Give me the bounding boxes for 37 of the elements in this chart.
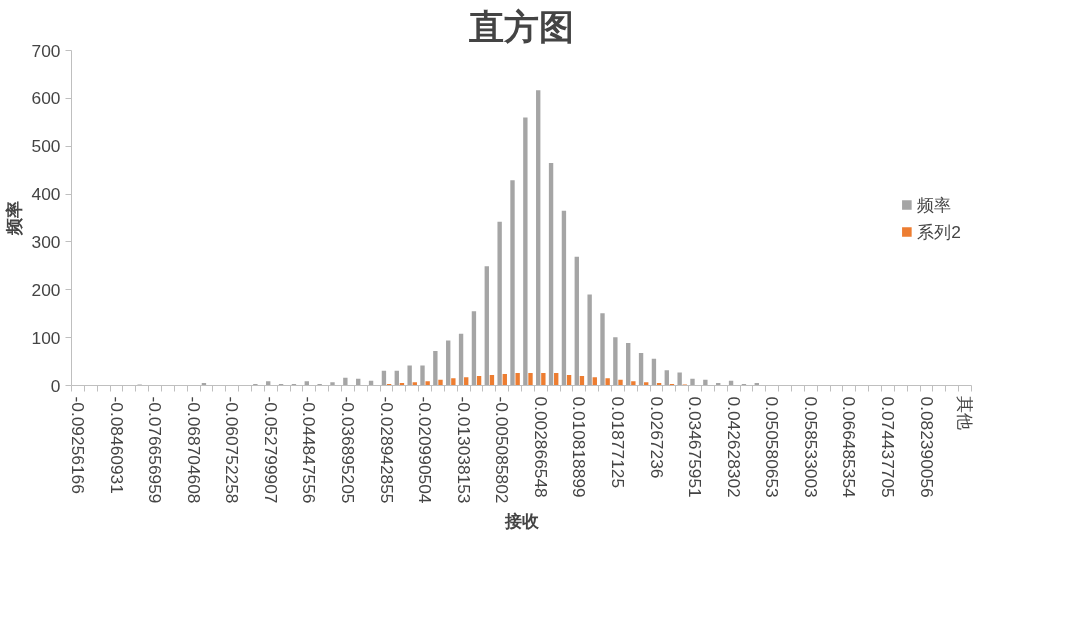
y-tick-label: 200 — [31, 279, 61, 300]
x-tick-label: -0.076656959 — [145, 396, 166, 504]
x-tick-label: 0.002866548 — [530, 396, 551, 498]
y-tick-label: 100 — [31, 327, 61, 348]
x-tick-label: -0.060752258 — [222, 396, 243, 504]
x-tick-label: 0.010818899 — [569, 396, 590, 498]
y-tick-label: 0 — [50, 375, 61, 396]
y-tick-label: 300 — [31, 231, 61, 252]
x-tick-label: -0.013038153 — [453, 396, 474, 504]
legend-label: 频率 — [917, 193, 952, 216]
y-tick-label: 400 — [31, 184, 61, 205]
x-tick-label: 0.050580653 — [762, 396, 783, 498]
x-tick-label: 0.082390056 — [916, 396, 937, 498]
x-tick-label: 0.042628302 — [723, 396, 744, 498]
y-tick-label: 600 — [31, 88, 61, 109]
y-axis-title: 频率 — [3, 201, 24, 236]
x-tick-label: 0.0267236 — [646, 396, 667, 479]
x-tick-label: 0.058533003 — [800, 396, 821, 498]
x-tick-label: -0.036895205 — [337, 396, 358, 504]
x-tick-label: -0.09256166 — [67, 396, 88, 494]
x-tick-label: 0.034675951 — [685, 396, 706, 498]
x-tick-label: 0.01877125 — [607, 396, 628, 489]
x-tick-label: -0.052799907 — [260, 396, 281, 504]
x-tick-label: 0.066485354 — [839, 396, 860, 499]
x-tick-label: -0.028942855 — [376, 396, 397, 504]
y-tick-label: 500 — [31, 136, 61, 157]
x-tick-label: 0.074437705 — [877, 396, 898, 498]
x-tick-label: 其他 — [955, 396, 976, 431]
x-tick-label: -0.044847556 — [299, 396, 320, 504]
legend-label: 系列2 — [917, 220, 961, 243]
x-tick-label: -0.005085802 — [492, 396, 513, 504]
x-axis-title: 接收 — [503, 511, 540, 532]
x-tick-label: -0.08460931 — [106, 396, 127, 494]
x-tick-label: -0.020990504 — [415, 396, 436, 504]
chart-title: 直方图 — [468, 7, 574, 46]
x-tick-label: -0.068704608 — [183, 396, 204, 504]
y-tick-label: 700 — [31, 40, 61, 61]
